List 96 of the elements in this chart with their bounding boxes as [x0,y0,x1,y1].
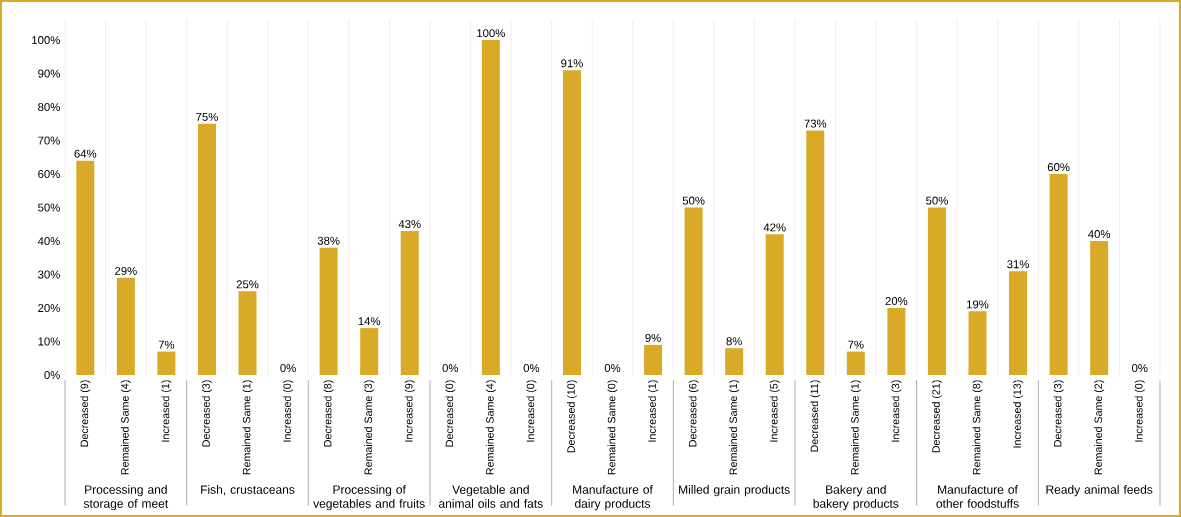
x-tick-label: Increased (13) [1013,380,1024,448]
x-tick-label: Increased (1) [161,380,172,442]
bar [116,277,135,375]
x-tick-label: Decreased (3) [1053,380,1064,447]
bar [76,160,95,375]
bar [562,70,581,375]
x-tick-label: Decreased (21) [931,380,942,453]
y-tick-label: 20% [38,304,60,313]
y-tick-label: 50% [38,203,60,212]
x-tick-label: Remained Same (3) [364,380,375,475]
data-label: 9% [645,333,661,342]
x-tick-label: Decreased (11) [810,380,821,452]
data-label: 64% [74,149,97,158]
x-tick-label: Remained Same (8) [972,380,983,475]
y-tick-label: 30% [38,270,60,279]
x-tick-label: Decreased (3) [201,380,212,447]
text: Processing and storage of meet [83,485,169,511]
data-label: 43% [398,220,421,229]
bar [157,351,176,375]
data-label: 40% [1088,230,1111,239]
data-label: 50% [926,196,948,205]
x-tick-label: Increased (0) [283,380,294,442]
x-tick-label: Increased (0) [1134,380,1145,442]
x-tick-label: Decreased (6) [688,380,699,447]
data-label: 0% [280,364,296,373]
x-tick-label: Remained Same (1) [242,380,253,475]
bar [197,123,216,375]
data-label: 91% [561,59,583,68]
bar [1049,174,1068,375]
x-tick-label: Decreased (10) [566,380,577,453]
bar [1090,241,1109,375]
x-tick-label: Increased (0) [526,380,537,442]
bar [765,234,784,375]
data-label: 7% [158,340,175,349]
y-tick-label: 100% [32,36,60,45]
data-label: 14% [358,317,381,326]
bar [360,328,379,375]
x-tick-label: Increased (9) [404,380,415,442]
x-tick-label: Decreased (8) [323,380,334,447]
text: Vegetable and animal oils and fats [438,485,543,508]
data-label: 0% [1131,364,1148,373]
data-label: 20% [885,297,908,306]
text: Fish, crustaceans [201,485,295,496]
x-tick-label: Decreased (0) [445,380,456,447]
bar [644,344,663,375]
data-label: 75% [196,112,218,121]
bar [238,291,257,375]
data-label: 8% [726,337,742,346]
y-tick-label: 80% [38,103,60,112]
bar [319,247,338,375]
data-label: 38% [317,236,340,245]
x-tick-label: Remained Same (1) [729,380,740,475]
x-tick-label: Remained Same (0) [607,380,618,475]
text: Manufacture of other foodstuffs [936,485,1019,508]
bar [400,230,419,375]
data-label: 50% [682,196,705,205]
bar [684,207,703,375]
data-label: 0% [523,364,540,373]
x-tick-label: Remained Same (1) [850,380,861,475]
y-tick-label: 10% [38,337,60,346]
x-tick-label: Decreased (9) [80,380,91,447]
y-tick-label: 0% [44,370,60,379]
text: Bakery and bakery products [813,485,899,511]
bar [927,207,946,375]
bar [846,351,865,375]
text: Processing of vegetables and fruits [313,485,425,511]
data-label: 29% [115,266,137,275]
bar [725,348,744,375]
bar [887,308,906,375]
y-tick-label: 40% [37,237,60,246]
text: Milled grain products [679,485,790,497]
x-tick-label: Increased (5) [769,380,780,442]
data-label: 19% [967,300,989,309]
x-tick-label: Remained Same (2) [1094,380,1105,475]
y-tick-label: 70% [38,136,60,145]
x-tick-label: Remained Same (4) [485,380,496,475]
bar [1009,271,1028,375]
data-label: 100% [477,29,505,38]
data-label: 60% [1047,163,1070,172]
x-tick-label: Increased (1) [648,380,659,442]
y-tick-label: 60% [38,170,60,179]
data-label: 7% [848,340,864,349]
bar [968,311,987,375]
data-label: 0% [442,364,459,373]
y-tick-label: 90% [38,69,60,78]
bar [481,40,500,375]
text: Manufacture of dairy products [573,485,653,511]
data-label: 25% [236,280,259,289]
x-tick-label: Remained Same (4) [120,380,131,475]
data-label: 42% [763,223,786,232]
text: Ready animal feeds [1046,485,1153,497]
data-label: 31% [1007,260,1029,269]
bar [806,130,825,375]
data-label: 0% [604,364,621,373]
data-label: 73% [804,119,827,128]
x-tick-label: Increased (3) [891,380,902,442]
